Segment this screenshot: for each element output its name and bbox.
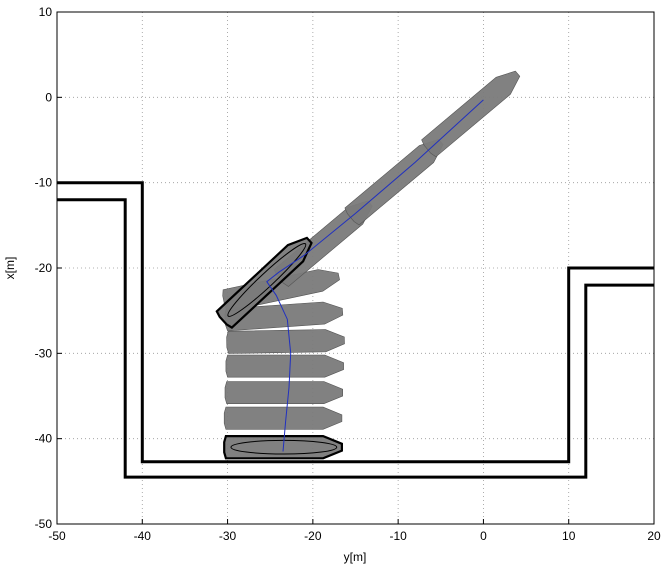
x-tick-label: 10 <box>562 529 576 543</box>
y-tick-label: 10 <box>39 5 53 19</box>
x-tick-label: -40 <box>134 529 152 543</box>
x-tick-label: 0 <box>480 529 487 543</box>
y-axis-label: x[m] <box>3 257 17 280</box>
x-tick-label: 20 <box>647 529 661 543</box>
y-tick-label: -50 <box>35 517 53 531</box>
ship-pose <box>223 406 343 430</box>
ship-pose <box>225 354 344 378</box>
y-tick-label: 0 <box>45 90 52 104</box>
x-tick-label: -20 <box>304 529 322 543</box>
ship-outline <box>227 243 307 317</box>
ship-pose <box>224 381 344 405</box>
line <box>57 181 654 464</box>
x-tick-label: -30 <box>219 529 237 543</box>
x-tick-label: -50 <box>48 529 66 543</box>
y-tick-label: -30 <box>35 346 53 360</box>
line <box>266 99 484 452</box>
y-tick-label: -20 <box>35 261 53 275</box>
ship-pose <box>215 236 313 329</box>
x-axis-label: y[m] <box>344 550 367 564</box>
y-tick-label: -10 <box>35 176 53 190</box>
ship-pose <box>421 70 521 158</box>
y-tick-label: -40 <box>35 432 53 446</box>
ship-pose <box>226 329 345 354</box>
ship-pose <box>344 139 444 226</box>
line <box>57 198 654 479</box>
plot-frame <box>56 11 655 525</box>
x-tick-label: -10 <box>389 529 407 543</box>
